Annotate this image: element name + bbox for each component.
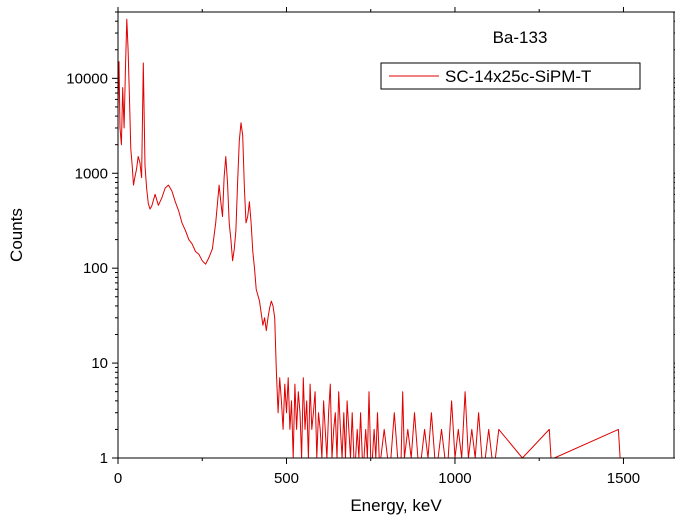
y-axis-title: Counts <box>7 208 26 262</box>
series-line <box>118 18 622 458</box>
y-tick-label: 100 <box>83 260 108 277</box>
x-tick-label: 0 <box>114 470 122 487</box>
y-tick-label: 10000 <box>66 70 108 87</box>
x-tick-label: 1500 <box>607 470 640 487</box>
x-axis-ticks: 0 500 1000 1500 <box>114 7 640 487</box>
legend-label: SC-14x25c-SiPM-T <box>445 67 591 86</box>
y-tick-label: 1000 <box>75 165 108 182</box>
y-tick-label: 1 <box>100 450 108 467</box>
x-tick-label: 500 <box>274 470 299 487</box>
plot-frame <box>117 11 675 459</box>
legend: SC-14x25c-SiPM-T <box>380 62 641 90</box>
y-tick-label: 10 <box>91 355 108 372</box>
chart-annotation: Ba-133 <box>493 28 548 47</box>
x-axis-title: Energy, keV <box>350 496 442 515</box>
x-tick-label: 1000 <box>438 470 471 487</box>
